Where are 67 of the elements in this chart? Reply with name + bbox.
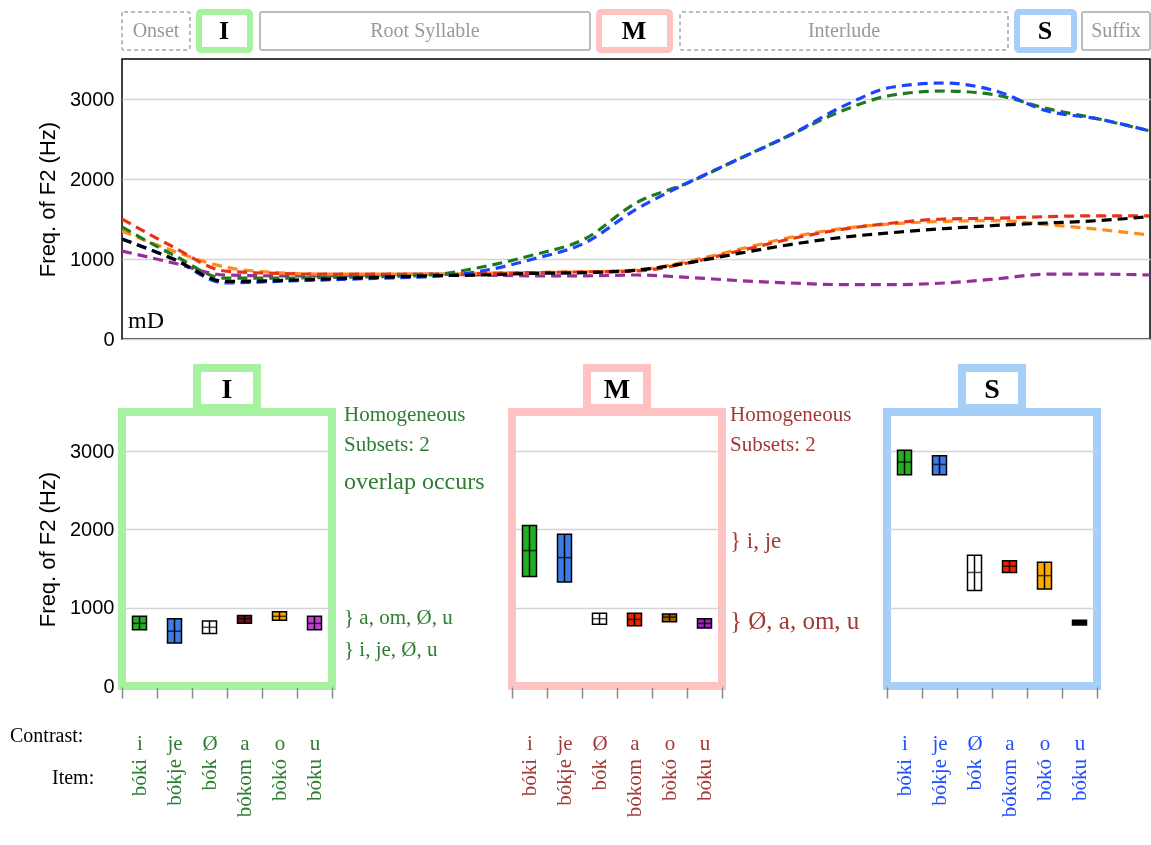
text: bòkó <box>1031 759 1056 801</box>
x-tick-label: a <box>240 730 251 755</box>
x-tick-label: je <box>166 730 183 755</box>
text: bòkó <box>266 759 291 801</box>
x-tick-label: i <box>137 730 144 755</box>
y-axis-title: Freq. of F2 (Hz) <box>35 471 61 628</box>
text: Homogeneous Subsets: 2 <box>344 402 466 456</box>
text: bókom <box>996 759 1021 818</box>
chart-title: I <box>221 373 233 404</box>
chart-title: S <box>984 373 1000 404</box>
text: Suffix <box>1091 19 1141 41</box>
annotation: mD <box>128 307 164 333</box>
y-tick-label: 0 <box>103 674 115 697</box>
text: bòkó <box>656 759 681 801</box>
text: bókje <box>161 759 186 806</box>
x-tick-label: o <box>1039 730 1051 755</box>
x-tick-label: a <box>1005 730 1016 755</box>
y-tick-label: 1000 <box>70 596 115 619</box>
y-tick-label: 2000 <box>70 167 115 190</box>
y-tick-label: 0 <box>103 327 115 350</box>
text: Onset <box>132 19 180 41</box>
text: Item: <box>52 766 95 788</box>
y-tick-label: 1000 <box>70 247 115 270</box>
chart-title: M <box>603 373 631 404</box>
y-axis-title: Freq. of F2 (Hz) <box>35 121 61 278</box>
text: Contrast: <box>10 724 84 746</box>
y-tick-label: 3000 <box>70 439 115 462</box>
y-tick-label: 2000 <box>70 517 115 540</box>
text: bóki <box>891 758 916 797</box>
x-tick-label: i <box>527 730 534 755</box>
text: bóku <box>1066 758 1091 801</box>
text: Root Syllable <box>370 19 480 42</box>
x-tick-label: Ø <box>202 730 218 755</box>
text: bók <box>586 758 611 791</box>
text: } a, om, Ø, u <box>344 605 454 629</box>
x-tick-label: je <box>931 730 948 755</box>
text: bóki <box>126 758 151 797</box>
y-tick-label: 3000 <box>70 87 115 110</box>
line-series <box>122 249 1150 287</box>
text: bókom <box>621 759 646 818</box>
x-tick-label: Ø <box>967 730 983 755</box>
text: bókom <box>231 759 256 818</box>
x-tick-label: u <box>1074 730 1086 755</box>
text: bók <box>961 758 986 791</box>
text: } i, je <box>730 528 782 553</box>
text: M <box>621 16 647 45</box>
text: Homogeneous Subsets: 2 <box>730 402 852 456</box>
text: overlap occurs <box>344 468 485 494</box>
x-tick-label: je <box>556 730 573 755</box>
x-tick-label: u <box>699 730 711 755</box>
text: } Ø, a, om, u <box>730 607 860 634</box>
text: bókje <box>926 759 951 806</box>
x-tick-label: i <box>902 730 909 755</box>
text: bók <box>196 758 221 791</box>
x-tick-label: u <box>309 730 321 755</box>
text: bókje <box>551 759 576 806</box>
x-tick-label: Ø <box>592 730 608 755</box>
x-tick-label: o <box>274 730 286 755</box>
text: bóki <box>516 758 541 797</box>
text: bóku <box>301 758 326 801</box>
text: I <box>218 16 230 45</box>
x-tick-label: a <box>630 730 641 755</box>
text: bóku <box>691 758 716 801</box>
text: } i, je, Ø, u <box>344 637 438 661</box>
x-tick-label: o <box>664 730 676 755</box>
text: Interlude <box>807 19 881 41</box>
text: S <box>1037 16 1053 45</box>
